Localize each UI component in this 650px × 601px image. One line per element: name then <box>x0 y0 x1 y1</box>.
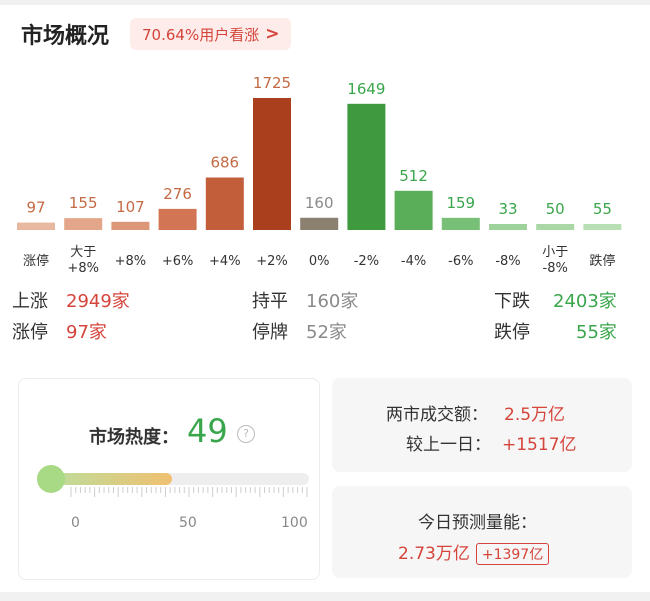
limit-up-value: 97家 <box>66 322 107 343</box>
flat-label: 持平 <box>252 291 288 312</box>
bar-value-label: 276 <box>163 185 192 203</box>
turnover-value: 2.5万亿 <box>504 405 566 425</box>
bar-value-label: 33 <box>498 200 517 218</box>
bottom-divider <box>0 592 650 601</box>
page-title: 市场概况 <box>21 24 110 49</box>
fall-value: 2403家 <box>553 291 617 312</box>
help-icon[interactable]: ? <box>237 425 255 443</box>
category-label: +4% <box>209 254 241 269</box>
limit-down-label: 跌停 <box>494 322 530 343</box>
bar-value-label: 55 <box>593 200 612 218</box>
bar-value-label: 512 <box>399 167 428 185</box>
bar-value-label: 1649 <box>347 80 385 98</box>
sentiment-badge-label: 70.64%用户看涨 <box>142 25 260 44</box>
category-label: -4% <box>401 254 426 269</box>
bar-0 <box>17 222 55 230</box>
category-label: 小于 <box>542 245 568 260</box>
sentiment-badge[interactable]: 70.64%用户看涨 > <box>130 18 292 50</box>
bar-1 <box>64 218 103 230</box>
category-label: 涨停 <box>23 253 49 269</box>
rise-label: 上涨 <box>12 291 48 312</box>
category-label: 跌停 <box>589 253 615 269</box>
bar-10 <box>489 224 527 230</box>
heat-gauge-knob <box>37 465 65 493</box>
bar-value-label: 97 <box>26 199 45 217</box>
rise-value: 2949家 <box>66 291 130 312</box>
forecast-label: 今日预测量能： <box>418 513 537 533</box>
forecast-value: 2.73万亿 <box>398 544 470 564</box>
category-label: -2% <box>354 254 379 269</box>
category-label: 0% <box>309 254 330 269</box>
bar-value-label: 107 <box>116 198 145 216</box>
compare-label: 较上一日： <box>406 435 491 455</box>
forecast-delta-chip: +1397亿 <box>475 543 550 565</box>
category-label: +8% <box>115 254 147 269</box>
distribution-chart: 97涨停155大于+8%107+8%276+6%686+4%1725+2%160… <box>17 74 622 276</box>
category-label: +2% <box>256 254 288 269</box>
bar-12 <box>583 224 622 230</box>
market-heat-card: 市场热度： 49 ? 0 50 100 <box>18 378 320 580</box>
limit-up-label: 涨停 <box>12 322 48 343</box>
heat-gauge-ticks <box>70 487 308 497</box>
category-label: -6% <box>448 254 473 269</box>
suspend-value: 52家 <box>306 322 347 343</box>
heat-gauge-fill <box>41 473 173 485</box>
limit-down-value: 55家 <box>576 322 617 343</box>
bar-value-label: 686 <box>210 154 239 172</box>
chevron-right-icon: > <box>265 24 280 44</box>
fall-label: 下跌 <box>494 291 530 312</box>
bar-11 <box>536 224 575 230</box>
bar-3 <box>158 208 197 230</box>
bar-value-label: 159 <box>446 194 475 212</box>
flat-value: 160家 <box>306 291 359 312</box>
category-label: -8% <box>543 261 568 276</box>
scale-min-label: 0 <box>71 515 80 531</box>
bar-6 <box>300 217 339 230</box>
category-label: +8% <box>67 261 99 276</box>
bar-9 <box>441 217 480 230</box>
category-label: 大于 <box>70 245 96 260</box>
bar-7 <box>347 103 386 230</box>
bar-value-label: 155 <box>69 194 98 212</box>
market-heat-label: 市场热度： <box>89 427 179 448</box>
market-heat-value: 49 <box>187 412 228 450</box>
turnover-label: 两市成交额： <box>386 405 488 425</box>
forecast-row: 2.73万亿 +1397亿 <box>398 539 550 565</box>
bar-value-label: 1725 <box>253 74 291 92</box>
forecast-card: 今日预测量能： 2.73万亿 +1397亿 <box>332 486 632 578</box>
scale-mid-label: 50 <box>179 515 197 531</box>
compare-value: +1517亿 <box>502 435 577 455</box>
scale-max-label: 100 <box>281 515 308 531</box>
bar-8 <box>394 190 433 230</box>
bar-5 <box>253 98 291 230</box>
top-divider <box>0 0 650 5</box>
heat-gauge <box>37 465 309 493</box>
bar-value-label: 50 <box>546 200 565 218</box>
bar-value-label: 160 <box>305 194 334 212</box>
bar-4 <box>205 177 244 230</box>
category-label: +6% <box>162 254 194 269</box>
suspend-label: 停牌 <box>252 322 288 343</box>
category-label: -8% <box>495 254 520 269</box>
turnover-card: 两市成交额： 2.5万亿 较上一日： +1517亿 <box>332 378 632 472</box>
bar-2 <box>111 221 150 230</box>
